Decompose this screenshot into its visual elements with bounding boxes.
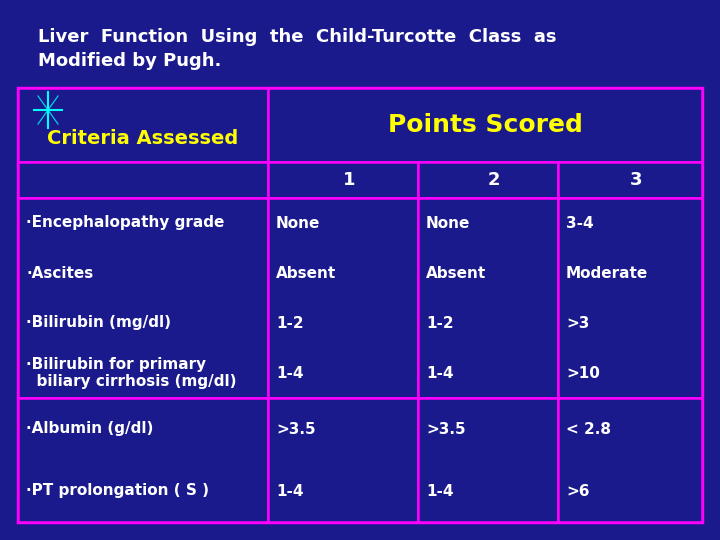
Bar: [558, 398, 702, 522]
Text: Absent: Absent: [426, 266, 486, 280]
Text: < 2.8: < 2.8: [566, 422, 611, 436]
Bar: [268, 162, 418, 198]
Text: >3.5: >3.5: [276, 422, 315, 436]
Text: Points Scored: Points Scored: [387, 113, 582, 137]
Text: 1-2: 1-2: [276, 315, 304, 330]
Text: None: None: [426, 215, 470, 231]
Text: ·Encephalopathy grade: ·Encephalopathy grade: [26, 215, 225, 231]
Text: 1: 1: [343, 171, 356, 189]
Bar: [268, 198, 418, 398]
Text: >3.5: >3.5: [426, 422, 466, 436]
Bar: [558, 162, 702, 198]
Text: 1-4: 1-4: [276, 483, 304, 498]
Bar: [418, 398, 558, 522]
Text: Modified by Pugh.: Modified by Pugh.: [38, 52, 221, 70]
Bar: [268, 88, 702, 162]
Bar: [18, 88, 702, 522]
Text: 1-4: 1-4: [276, 366, 304, 381]
Text: Criteria Assessed: Criteria Assessed: [48, 130, 238, 148]
Bar: [18, 162, 268, 198]
Text: ·Bilirubin (mg/dl): ·Bilirubin (mg/dl): [26, 315, 171, 330]
Text: ·Bilirubin for primary
  biliary cirrhosis (mg/dl): ·Bilirubin for primary biliary cirrhosis…: [26, 357, 236, 389]
Text: 3-4: 3-4: [566, 215, 593, 231]
Text: ·Ascites: ·Ascites: [26, 266, 94, 280]
Text: >10: >10: [566, 366, 600, 381]
Bar: [418, 162, 558, 198]
Text: >3: >3: [566, 315, 590, 330]
Text: Liver  Function  Using  the  Child-Turcotte  Class  as: Liver Function Using the Child-Turcotte …: [38, 28, 557, 46]
Text: Absent: Absent: [276, 266, 336, 280]
Text: None: None: [276, 215, 320, 231]
Bar: [18, 198, 268, 398]
Text: ·PT prolongation ( S ): ·PT prolongation ( S ): [26, 483, 209, 498]
Text: 3: 3: [630, 171, 642, 189]
Text: ·Albumin (g/dl): ·Albumin (g/dl): [26, 422, 153, 436]
Text: Moderate: Moderate: [566, 266, 648, 280]
Text: 1-2: 1-2: [426, 315, 454, 330]
Bar: [418, 198, 558, 398]
Bar: [18, 88, 268, 162]
Text: >6: >6: [566, 483, 590, 498]
Bar: [558, 198, 702, 398]
Text: 1-4: 1-4: [426, 366, 454, 381]
Text: 1-4: 1-4: [426, 483, 454, 498]
Bar: [18, 398, 268, 522]
Bar: [268, 398, 418, 522]
Text: 2: 2: [488, 171, 500, 189]
